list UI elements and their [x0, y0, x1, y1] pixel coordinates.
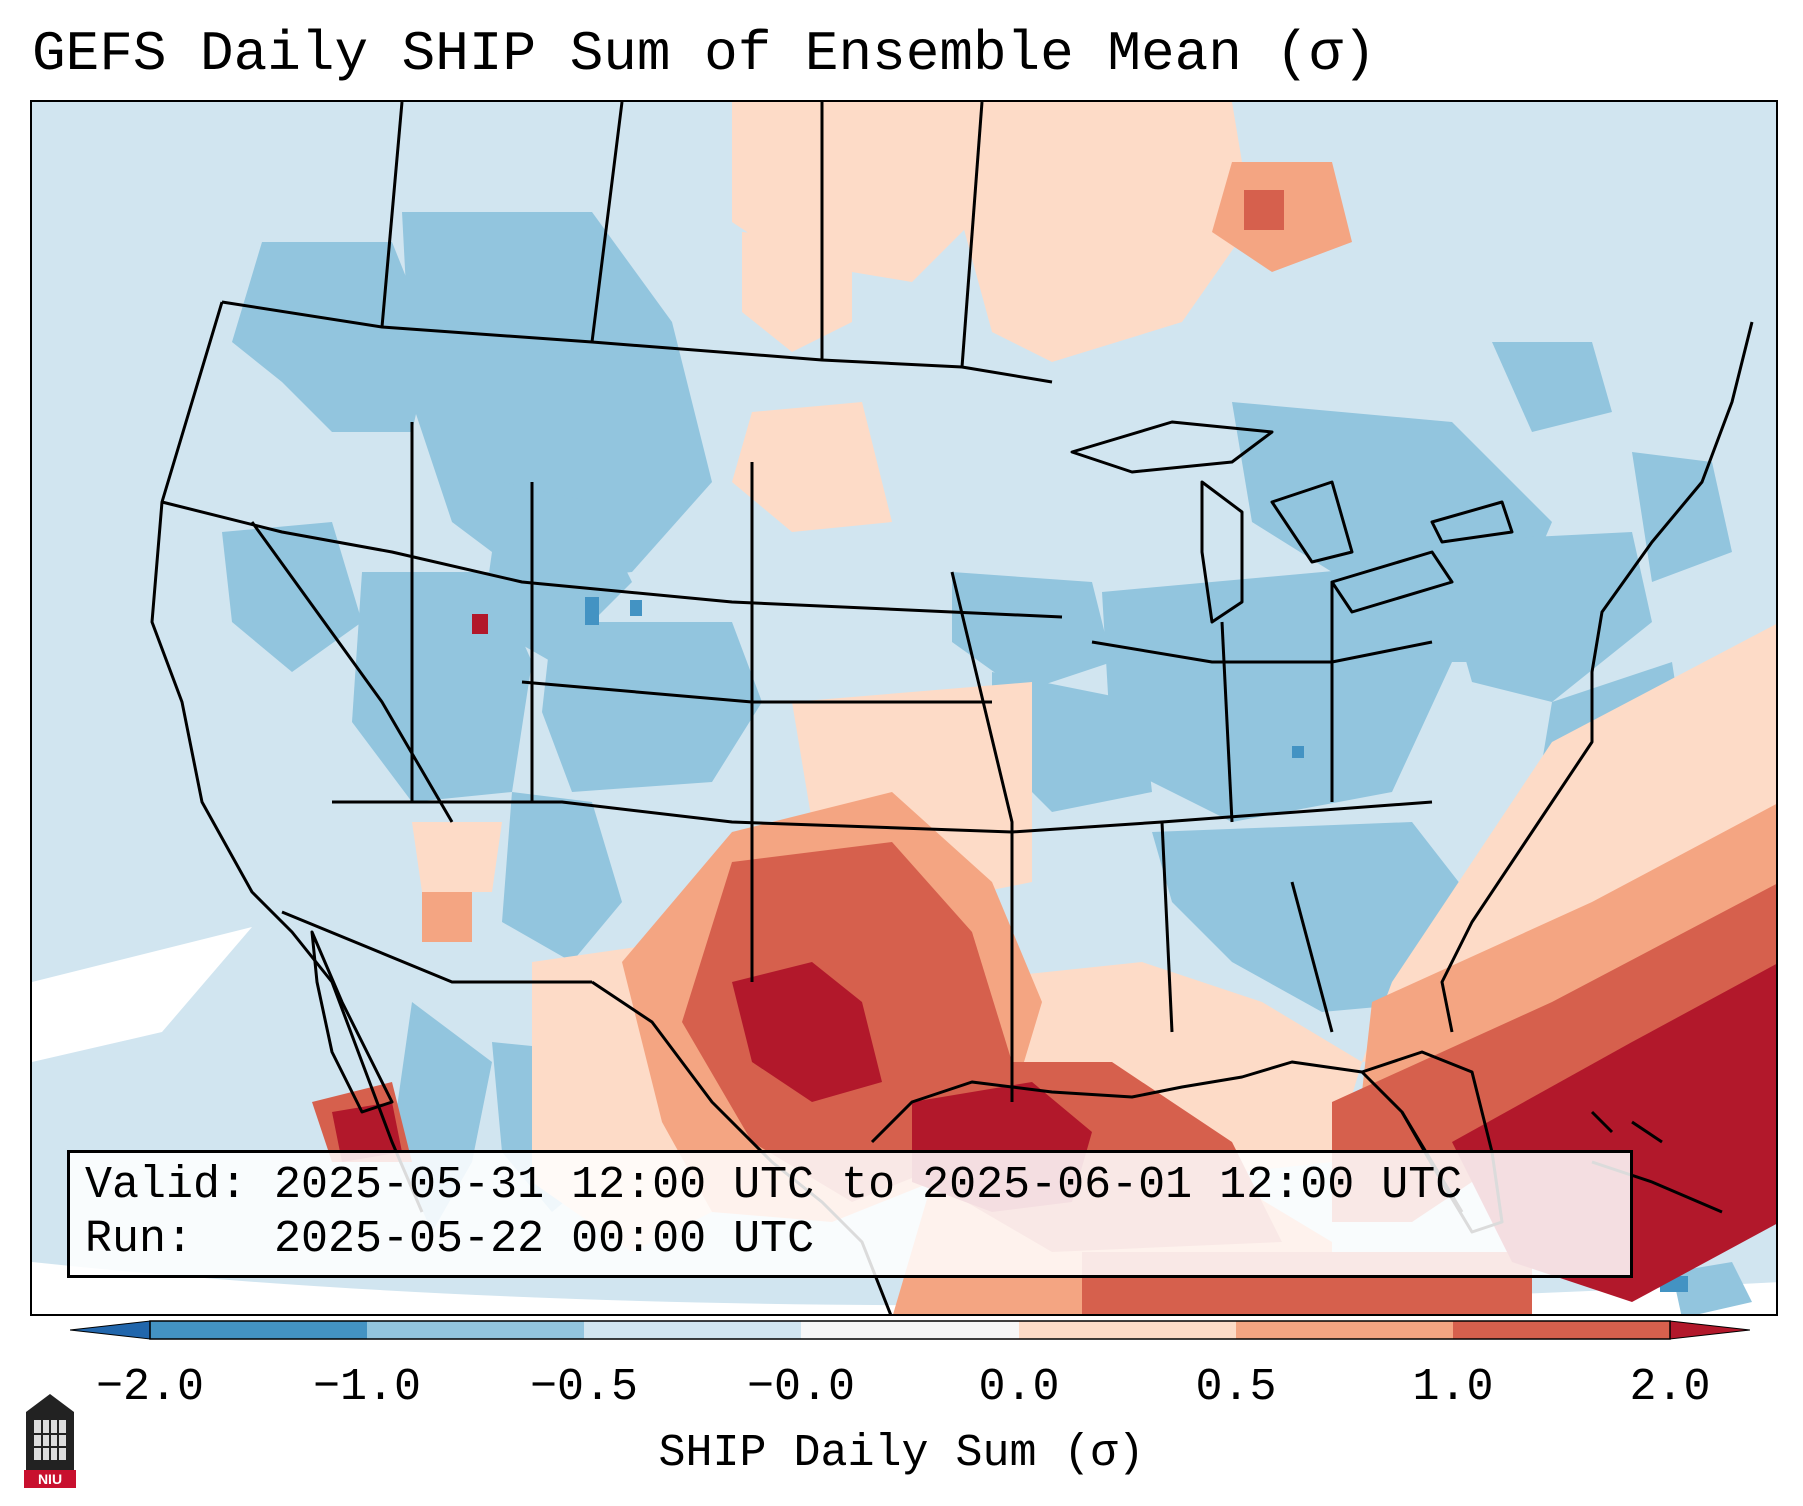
run-time-line: Run: 2025-05-22 00:00 UTC — [85, 1214, 815, 1265]
colorbar-tick-label: −1.0 — [312, 1362, 422, 1413]
colorbar-tick-label: −0.0 — [746, 1362, 856, 1413]
colorbar-segment — [584, 1321, 801, 1339]
valid-time-line: Valid: 2025-05-31 12:00 UTC to 2025-06-0… — [85, 1160, 1463, 1211]
near-zero-patch-pacific — [32, 927, 252, 1062]
colorbar-under-arrow — [70, 1320, 151, 1340]
colorbar-segment — [1453, 1321, 1670, 1339]
colorbar-tick-label: 0.0 — [978, 1362, 1060, 1413]
colorbar-tick-label: 2.0 — [1629, 1362, 1711, 1413]
colorbar-segment — [367, 1321, 584, 1339]
colorbar-segment — [1019, 1321, 1236, 1339]
colorbar-segment — [801, 1321, 1019, 1339]
colorbar-label: SHIP Daily Sum (σ) — [658, 1428, 1145, 1479]
niu-logo-text: NIU — [38, 1471, 62, 1487]
colorbar-tick-label: −2.0 — [95, 1362, 205, 1413]
colorbar-tick-label: 0.5 — [1195, 1362, 1277, 1413]
map-title: GEFS Daily SHIP Sum of Ensemble Mean (σ) — [32, 22, 1377, 86]
strong-negative-spots — [585, 597, 1688, 1292]
colorbar — [70, 1320, 1750, 1340]
map-panel — [30, 100, 1778, 1316]
map-outlines — [150, 102, 1754, 1314]
valid-run-info-box: Valid: 2025-05-31 12:00 UTC to 2025-06-0… — [67, 1150, 1633, 1278]
colorbar-over-arrow — [1669, 1320, 1750, 1340]
colorbar-tick-label: 1.0 — [1412, 1362, 1494, 1413]
colorbar-segment — [150, 1321, 367, 1339]
colorbar-tick-label: −0.5 — [529, 1362, 639, 1413]
ship-field-map — [32, 102, 1776, 1314]
colorbar-segment — [1236, 1321, 1453, 1339]
niu-logo: NIU — [24, 1394, 76, 1488]
